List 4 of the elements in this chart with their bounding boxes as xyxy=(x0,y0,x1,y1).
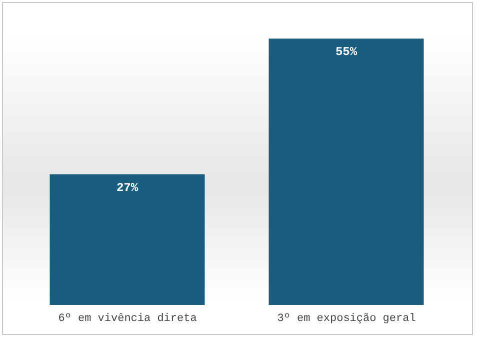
data-label: 55% xyxy=(335,45,358,60)
x-tick-label: 3º em exposição geral xyxy=(277,312,416,325)
x-tick-label: 6º em vivência direta xyxy=(58,312,198,325)
data-label: 27% xyxy=(116,180,139,195)
